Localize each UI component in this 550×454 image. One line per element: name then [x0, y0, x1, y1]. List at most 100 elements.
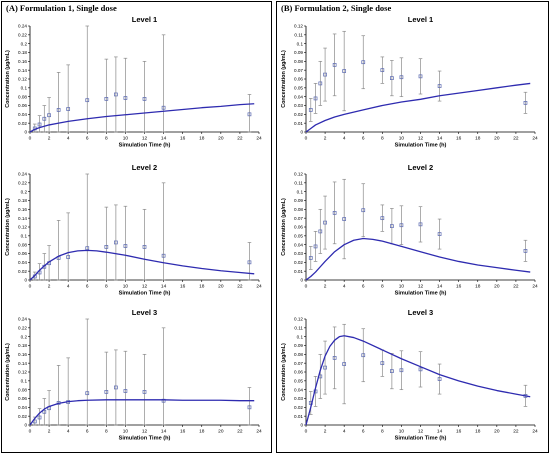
- x-tick-label: 12: [142, 429, 148, 435]
- chart-title: Level 1: [408, 15, 433, 24]
- x-tick-label: 16: [180, 136, 186, 142]
- observed-point: [123, 244, 128, 248]
- chart-b-level-3: Level 3 0 0.01 0.02 0.03 0.04 0.05 0.06 0.07 0.08…: [281, 308, 538, 442]
- x-tick-label: 22: [237, 136, 243, 142]
- y-tick-label: 0.07: [294, 216, 303, 221]
- y-tick-label: 0.02: [294, 112, 303, 117]
- x-tick-label: 14: [161, 429, 167, 435]
- y-tick-label: 0.06: [18, 103, 27, 108]
- y-tick-label: 0.16: [18, 207, 27, 212]
- observed-point: [47, 113, 51, 118]
- observed-point: [332, 63, 337, 67]
- y-tick-label: 0.16: [18, 352, 27, 357]
- y-tick-label: 0.1: [21, 378, 28, 383]
- observed-point: [399, 223, 404, 228]
- observed-point: [323, 220, 327, 225]
- y-tick-label: 0.11: [294, 325, 303, 330]
- y-tick-label: 0: [300, 423, 303, 428]
- y-tick-label: 0.12: [18, 370, 27, 375]
- x-tick-label: 2: [48, 429, 51, 435]
- x-tick-label: 12: [418, 284, 424, 290]
- chart-title: Level 2: [408, 163, 433, 172]
- y-tick-label: 0.12: [18, 225, 27, 230]
- y-tick-label: 0.02: [294, 260, 303, 265]
- y-tick-label: 0.24: [18, 317, 27, 322]
- observed-point: [523, 248, 528, 253]
- chart-title: Level 1: [132, 15, 157, 24]
- y-tick-label: 0.04: [294, 94, 303, 99]
- y-tick-label: 0.14: [18, 216, 27, 221]
- x-tick-label: 22: [237, 429, 243, 435]
- observed-point: [380, 216, 385, 221]
- y-tick-label: 0.03: [294, 251, 303, 256]
- x-tick-label: 16: [456, 136, 462, 142]
- y-tick-label: 0.05: [294, 233, 303, 238]
- y-tick-label: 0.1: [21, 85, 28, 90]
- x-tick-label: 0: [305, 136, 308, 142]
- observed-point: [85, 246, 90, 251]
- x-tick-label: 10: [123, 136, 129, 142]
- x-tick-label: 8: [381, 284, 384, 290]
- y-tick-label: 0.11: [294, 180, 303, 185]
- y-tick-label: 0.06: [294, 225, 303, 230]
- y-tick-label: 0.07: [294, 361, 303, 366]
- x-tick-label: 24: [532, 136, 538, 142]
- y-tick-label: 0: [24, 423, 27, 428]
- x-axis-label: Simulation Time (h): [395, 291, 447, 297]
- y-tick-label: 0.08: [18, 94, 27, 99]
- observed-point: [390, 369, 394, 373]
- chart-title: Level 3: [408, 308, 433, 317]
- observed-point: [332, 211, 337, 215]
- observed-point: [161, 253, 166, 258]
- x-tick-label: 18: [475, 429, 481, 435]
- x-tick-label: 24: [256, 284, 262, 290]
- observed-point: [66, 255, 71, 259]
- chart-a-level-2: Level 2 0 0.02 0.04 0.06 0.08 0.1 0.12 0.14 0.16 0…: [5, 163, 262, 297]
- x-tick-label: 12: [142, 284, 148, 290]
- observed-point: [247, 260, 252, 265]
- x-tick-label: 14: [161, 136, 167, 142]
- observed-point: [56, 108, 61, 112]
- y-tick-label: 0.1: [21, 233, 28, 238]
- x-tick-label: 8: [381, 136, 384, 142]
- x-tick-label: 6: [86, 284, 89, 290]
- x-tick-label: 18: [475, 284, 481, 290]
- x-axis-label: Simulation Time (h): [395, 436, 447, 442]
- observed-point: [437, 377, 442, 381]
- chart-b-level-1: Level 1 0 0.01 0.02 0.03 0.04 0.05 0.06 0.07 0.08…: [281, 15, 538, 149]
- observed-point: [142, 390, 147, 394]
- simulated-curve: [29, 103, 255, 133]
- observed-point: [85, 391, 90, 396]
- y-tick-label: 0.1: [297, 334, 304, 339]
- simulated-curve: [29, 399, 255, 426]
- observed-point: [399, 75, 404, 80]
- x-tick-label: 18: [199, 136, 205, 142]
- y-tick-label: 0.2: [21, 41, 28, 46]
- x-tick-label: 6: [362, 429, 365, 435]
- y-tick-label: 0.08: [18, 242, 27, 247]
- y-tick-label: 0.1: [297, 41, 304, 46]
- y-tick-label: 0.03: [294, 103, 303, 108]
- observed-point: [361, 60, 366, 65]
- x-tick-label: 20: [218, 284, 224, 290]
- x-tick-label: 2: [324, 136, 327, 142]
- observed-point: [323, 365, 327, 370]
- x-axis-label: Simulation Time (h): [119, 436, 171, 442]
- observed-point: [380, 68, 385, 73]
- x-tick-label: 22: [513, 136, 519, 142]
- simulated-curve: [29, 249, 255, 281]
- x-tick-label: 12: [418, 136, 424, 142]
- observed-point: [342, 69, 347, 73]
- y-axis-label: Concentration (µg/mL): [5, 343, 11, 401]
- x-tick-label: 16: [180, 429, 186, 435]
- x-tick-label: 20: [218, 429, 224, 435]
- observed-point: [342, 217, 347, 221]
- x-tick-label: 18: [475, 136, 481, 142]
- observed-point: [85, 98, 90, 103]
- y-tick-label: 0.07: [294, 68, 303, 73]
- observed-point: [104, 97, 109, 101]
- x-tick-label: 8: [105, 136, 108, 142]
- observed-point: [418, 74, 423, 79]
- observed-point: [37, 415, 42, 420]
- x-tick-label: 16: [456, 284, 462, 290]
